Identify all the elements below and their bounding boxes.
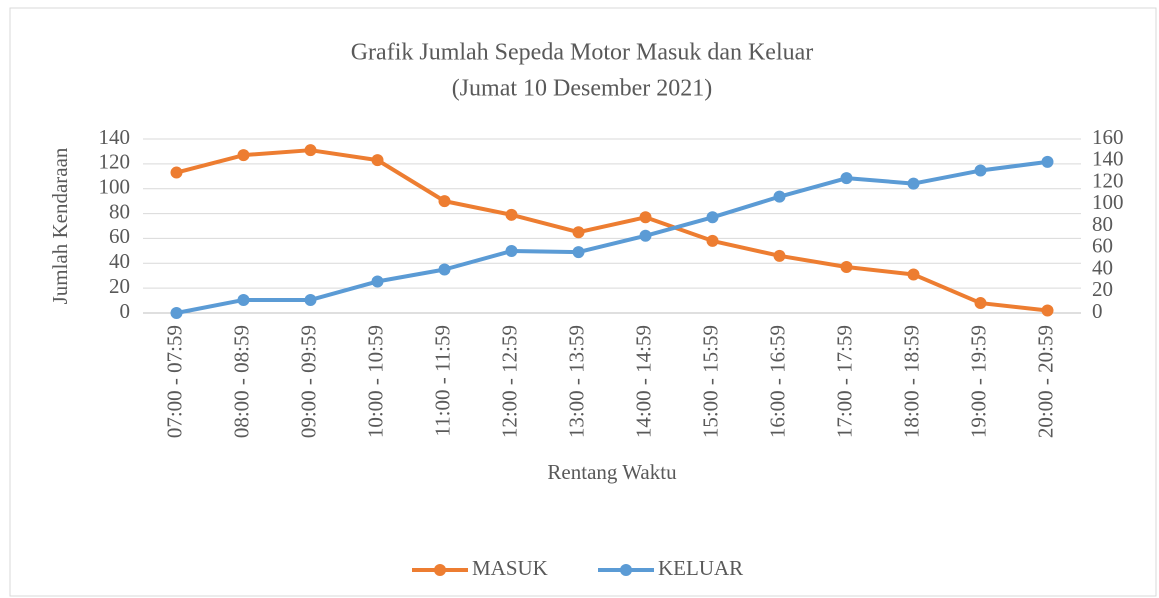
x-tick-label: 13:00 - 13:59	[564, 325, 588, 438]
point	[572, 226, 585, 239]
point	[840, 172, 853, 185]
point	[304, 293, 317, 306]
y2-tick-label: 20	[1092, 277, 1113, 301]
x-tick-label: 19:00 - 19:59	[966, 325, 990, 438]
point	[639, 211, 652, 224]
point	[304, 144, 317, 157]
line	[175, 148, 1048, 313]
x-tick-label: 12:00 - 12:59	[497, 325, 521, 438]
point	[505, 208, 518, 221]
x-tick-label: 09:00 - 09:59	[296, 325, 320, 438]
y-tick-label: 80	[109, 199, 130, 223]
y-tick-label: 40	[109, 249, 130, 273]
y2-tick-label: 0	[1092, 299, 1103, 323]
chart-subtitle: (Jumat 10 Desember 2021)	[452, 76, 713, 102]
point	[706, 234, 719, 247]
y-tick-label: 0	[120, 299, 131, 323]
point	[237, 293, 250, 306]
x-tick-label: 17:00 - 17:59	[832, 325, 856, 438]
y-tick-label: 140	[99, 125, 131, 149]
y2-tick-label: 160	[1092, 125, 1124, 149]
point	[438, 263, 451, 276]
point	[974, 164, 987, 177]
point	[572, 246, 585, 259]
point	[974, 297, 987, 310]
point	[170, 307, 183, 319]
line	[176, 159, 1048, 315]
point	[907, 177, 920, 190]
x-tick-label: 08:00 - 08:59	[229, 325, 253, 438]
x-tick-label: 10:00 - 10:59	[363, 325, 387, 438]
point	[706, 211, 719, 224]
point	[907, 268, 920, 281]
point	[237, 149, 250, 162]
x-tick-label: 07:00 - 07:59	[162, 325, 186, 438]
y-tick-label: 20	[109, 274, 130, 298]
y-tick-label: 100	[99, 175, 131, 199]
point	[170, 166, 183, 179]
x-tick-label: 20:00 - 20:59	[1033, 325, 1057, 438]
y2-tick-label: 80	[1092, 212, 1113, 236]
legend-label: MASUK	[472, 556, 548, 580]
x-axis-label: Rentang Waktu	[547, 460, 677, 484]
x-tick-label: 14:00 - 14:59	[631, 325, 655, 438]
y2-tick-label: 120	[1092, 168, 1124, 192]
point	[438, 195, 451, 208]
x-tick-label: 18:00 - 18:59	[899, 325, 923, 438]
y2-tick-label: 60	[1092, 234, 1113, 258]
point	[773, 190, 786, 203]
chart-border	[9, 7, 1157, 597]
point	[840, 261, 853, 274]
x-tick-label: 16:00 - 16:59	[765, 325, 789, 438]
point	[505, 245, 518, 258]
y-tick-label: 120	[99, 150, 131, 174]
legend-marker	[620, 564, 632, 576]
legend-label: KELUAR	[658, 556, 743, 580]
legend-marker	[434, 564, 446, 576]
y2-tick-label: 40	[1092, 255, 1113, 279]
point	[1041, 304, 1054, 317]
point	[639, 229, 652, 242]
point	[773, 249, 786, 262]
y2-tick-label: 100	[1092, 190, 1124, 214]
point	[371, 275, 384, 288]
chart-title: Grafik Jumlah Sepeda Motor Masuk dan Kel…	[351, 40, 814, 66]
x-tick-label: 11:00 - 11:59	[430, 325, 454, 437]
point	[1041, 155, 1054, 168]
x-tick-label: 15:00 - 15:59	[698, 325, 722, 438]
point	[371, 154, 384, 167]
y-axis-label: Jumlah Kendaraan	[48, 147, 72, 304]
y-tick-label: 60	[109, 224, 130, 248]
y2-tick-label: 140	[1092, 147, 1124, 171]
